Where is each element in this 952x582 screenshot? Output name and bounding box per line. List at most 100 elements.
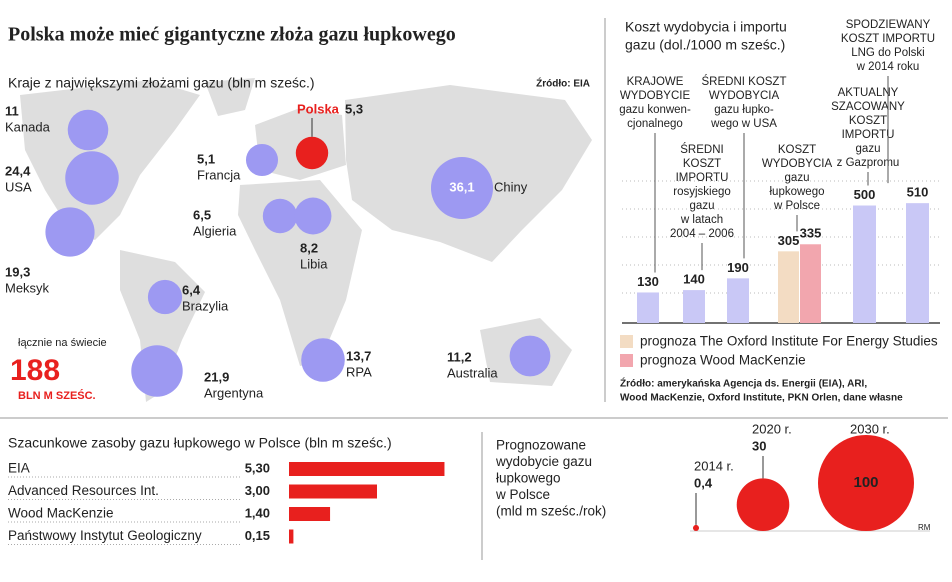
category-label: ŚREDNI [680, 143, 723, 156]
bar [853, 205, 876, 323]
bubble [262, 198, 298, 234]
credit: RM [918, 523, 931, 532]
category-label: KOSZT [683, 158, 721, 170]
total-value: 188 [10, 354, 60, 387]
value-label: 500 [854, 187, 876, 202]
category-label: EIA [8, 461, 30, 476]
category-label: AKTUALNY [838, 87, 899, 99]
year-label: 2020 r. [752, 421, 792, 436]
bar [683, 290, 705, 323]
country-label: Algieria [193, 223, 237, 238]
bubble [65, 151, 119, 205]
country-label: Australia [447, 365, 498, 380]
bubble [147, 279, 183, 315]
bubble [245, 143, 279, 177]
source: Źródło: EIA [536, 77, 590, 90]
country-label: Brazylia [182, 298, 229, 313]
bubble [295, 136, 329, 170]
chart-title: gazu (dol./1000 m sześc.) [625, 37, 785, 53]
source: Źródło: amerykańska Agencja ds. Energii … [620, 377, 867, 390]
value-label: 30 [752, 438, 766, 453]
country-label: Meksyk [5, 280, 50, 295]
country-label: Libia [300, 256, 328, 271]
value-label: 5,1 [197, 151, 215, 166]
value-label: 190 [727, 260, 749, 275]
bubble [67, 109, 109, 151]
category-label: gazu konwen- [619, 104, 691, 116]
category-label: w Polsce [773, 200, 820, 212]
value-label: 130 [637, 274, 659, 289]
category-label: IMPORTU [676, 172, 729, 184]
value-label: 140 [683, 272, 705, 287]
bubble [430, 156, 494, 220]
category-label: w 2014 roku [856, 61, 920, 73]
bar [289, 507, 331, 521]
value-label: 0,4 [694, 475, 713, 490]
bar [778, 251, 799, 323]
value-label: 8,2 [300, 240, 318, 255]
category-label: SPODZIEWANY [846, 19, 931, 31]
category-label: WYDOBYCIA [709, 90, 780, 102]
category-label: Advanced Resources Int. [8, 483, 159, 498]
bubble [301, 338, 345, 382]
category-label: z Gazpromu [837, 157, 900, 169]
category-label: KOSZT IMPORTU [841, 33, 935, 45]
chart-title: (mld m sześc./rok) [496, 504, 606, 519]
country-label: RPA [346, 364, 372, 379]
category-label: wego w USA [710, 118, 777, 130]
category-label: WYDOBYCIE [620, 90, 691, 102]
category-label: SZACOWANY [831, 101, 905, 113]
category-label: KOSZT [778, 144, 816, 156]
value-label: 21,9 [204, 369, 229, 384]
value-label: 5,3 [345, 101, 363, 116]
legend-swatch [620, 354, 633, 367]
bubble [131, 345, 183, 397]
year-label: 2014 r. [694, 458, 734, 473]
category-label: IMPORTU [842, 129, 895, 141]
category-label: gazu [785, 172, 810, 184]
category-label: 2004 – 2006 [670, 228, 734, 240]
value-label: 13,7 [346, 348, 371, 363]
value-label: 335 [800, 226, 822, 241]
legend-swatch [620, 335, 633, 348]
country-label: Chiny [494, 179, 528, 194]
chart-title: w Polsce [495, 487, 550, 502]
country-label: Kanada [5, 119, 51, 134]
category-label: KOSZT [849, 115, 887, 127]
value-label: 510 [907, 185, 929, 200]
bar [637, 292, 659, 323]
bar [727, 278, 749, 323]
bubble [509, 335, 551, 377]
value-label: 6,4 [182, 282, 201, 297]
bubble [45, 207, 95, 257]
bar [289, 529, 294, 544]
bar [800, 244, 821, 323]
total-unit: BLN M SZEŚC. [18, 389, 96, 402]
bubble [294, 197, 332, 235]
chart-title: wydobycie gazu [495, 454, 592, 469]
country-label: Francja [197, 167, 241, 182]
page-title: Polska może mieć gigantyczne złoża gazu … [8, 24, 456, 46]
bubble [692, 524, 700, 532]
category-label: gazu [856, 143, 881, 155]
value-label: 19,3 [5, 264, 30, 279]
value-label: 305 [778, 233, 800, 248]
country-label: Polska [297, 101, 340, 116]
value-label: 3,00 [245, 483, 270, 498]
value-label: 5,30 [245, 460, 270, 475]
value-label: 1,40 [245, 505, 270, 520]
category-label: łupkowego [770, 186, 825, 198]
chart-title: Szacunkowe zasoby gazu łupkowego w Polsc… [8, 435, 392, 451]
category-label: ŚREDNI KOSZT [702, 75, 787, 88]
category-label: LNG do Polski [851, 47, 925, 59]
country-label: USA [5, 179, 32, 194]
category-label: cjonalnego [627, 118, 683, 130]
category-label: KRAJOWE [627, 76, 684, 88]
bar [289, 462, 445, 476]
bar [289, 484, 377, 499]
bubble [818, 435, 914, 531]
map-title: Kraje z największymi złożami gazu (bln m… [8, 75, 315, 91]
value-label: 11 [5, 103, 19, 118]
category-label: Państwowy Instytut Geologiczny [8, 528, 202, 543]
chart-title: Koszt wydobycia i importu [625, 19, 787, 35]
